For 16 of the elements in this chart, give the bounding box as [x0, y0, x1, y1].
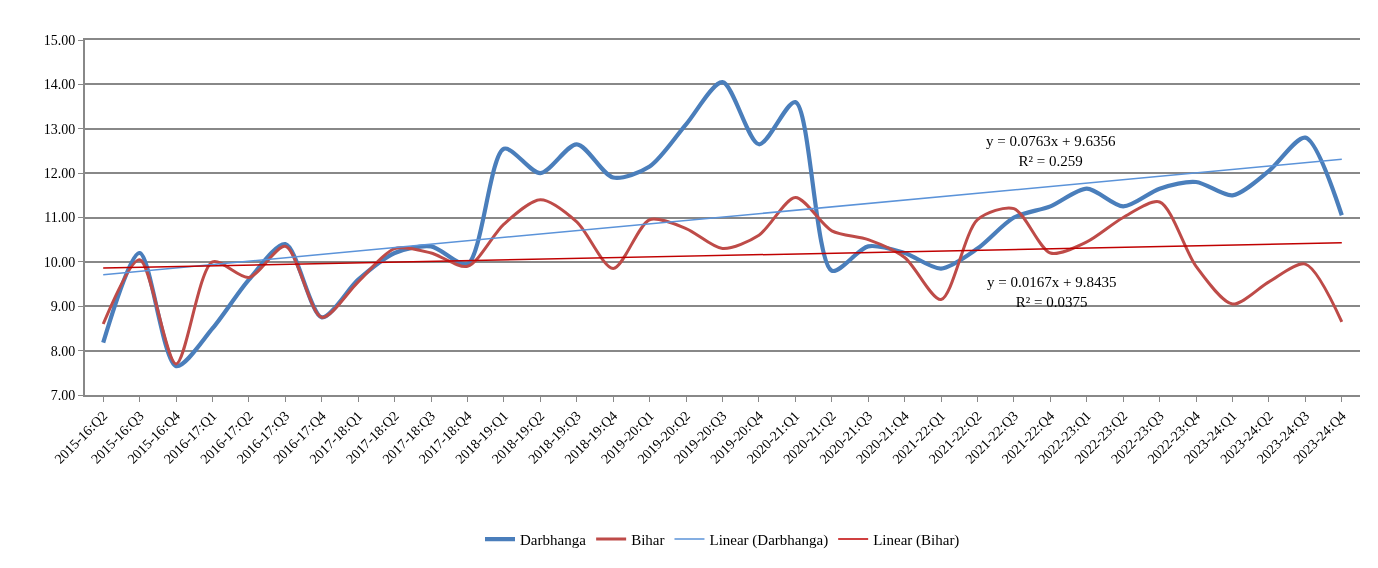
- legend-label: Bihar: [631, 531, 665, 548]
- legend-label: Linear (Bihar): [873, 531, 960, 549]
- line-series: [101, 196, 1344, 366]
- y-tick-label: 9.00: [50, 299, 76, 315]
- annotation: y = 0.0167x + 9.8435 R² = 0.0375: [987, 274, 1117, 310]
- annotation: y = 0.0763x + 9.6356 R² = 0.259: [986, 133, 1116, 169]
- y-tick-label: 12.00: [43, 166, 76, 182]
- y-tick-label: 11.00: [44, 210, 76, 226]
- y-tick-label: 7.00: [50, 387, 76, 403]
- y-tick-label: 14.00: [43, 77, 76, 93]
- y-tick-label: 13.00: [43, 121, 76, 137]
- y-tick-label: 8.00: [50, 343, 76, 359]
- y-tick-label: 10.00: [43, 254, 76, 270]
- legend-label: Darbhanga: [520, 531, 587, 548]
- legend-label: Linear (Darbhanga): [709, 531, 829, 549]
- y-tick-label: 15.00: [43, 32, 76, 48]
